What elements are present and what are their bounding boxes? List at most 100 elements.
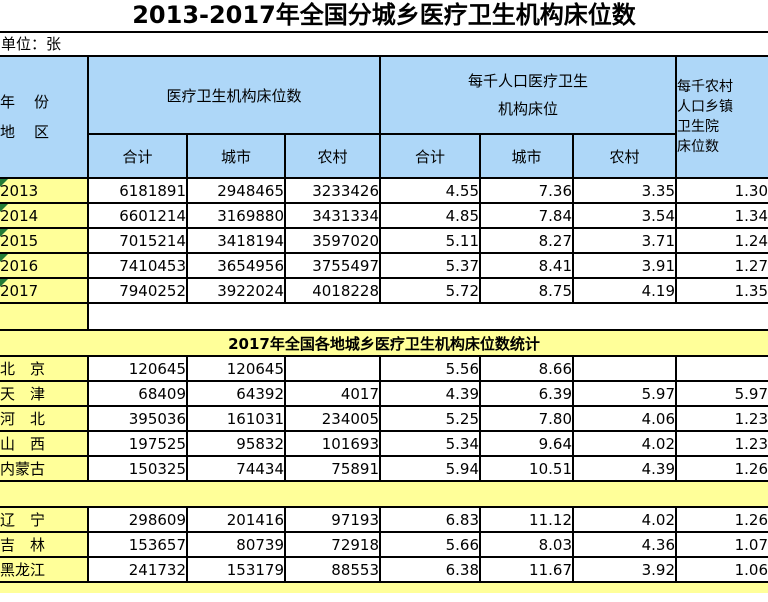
value-cell: 7940252 — [87, 277, 188, 304]
region-label: 天 津 — [0, 385, 46, 403]
value-cell: 11.12 — [479, 506, 574, 533]
value-cell: 7410453 — [87, 252, 188, 279]
value-cell: 5.25 — [379, 405, 481, 432]
value-cell: 298609 — [87, 506, 188, 533]
table-row-2016: 2016 7410453 3654956 3755497 5.37 8.41 3… — [0, 252, 768, 279]
gap-band — [0, 480, 768, 508]
group-header-institution-beds: 医疗卫生机构床位数 — [87, 55, 381, 135]
header-row-groups: 年 份 地 区 医疗卫生机构床位数 每千人口医疗卫生 机构床位 每千农村 人口乡… — [0, 55, 768, 179]
spacer-left-cell — [0, 302, 89, 331]
region-cell: 河 北 — [0, 405, 89, 432]
value-cell: 1.34 — [675, 202, 768, 229]
subcol-header-total-1: 合计 — [88, 133, 188, 179]
region-label: 吉 林 — [0, 536, 46, 554]
value-cell: 5.66 — [379, 531, 481, 558]
header-township-beds-per-1000-rural: 每千农村 人口乡镇 卫生院 床位数 — [675, 55, 768, 179]
year-label: 2013 — [0, 181, 39, 200]
value-cell: 5.11 — [379, 227, 481, 254]
subcol-header-urban-1: 城市 — [186, 133, 286, 179]
year-cell: 2017 — [0, 277, 89, 304]
corner-header-line1: 年 份 — [0, 93, 52, 111]
value-cell: 395036 — [87, 405, 188, 432]
value-cell: 7.36 — [479, 177, 574, 204]
title-divider — [0, 31, 768, 33]
subcol-header-urban-2: 城市 — [479, 133, 574, 179]
value-cell: 75891 — [284, 455, 381, 482]
section-title-row: 2017年全国各地城乡医疗卫生机构床位数统计 — [0, 329, 768, 357]
value-cell: 3.92 — [572, 556, 677, 583]
table-row-2014: 2014 6601214 3169880 3431334 4.85 7.84 3… — [0, 202, 768, 229]
region-cell: 黑龙江 — [0, 556, 89, 583]
value-cell: 4.85 — [379, 202, 481, 229]
value-cell: 4.39 — [572, 455, 677, 482]
region-label: 河 北 — [0, 410, 46, 428]
value-cell: 1.23 — [675, 430, 768, 457]
value-cell: 3418194 — [186, 227, 286, 254]
value-cell: 197525 — [87, 430, 188, 457]
table-row-hebei: 河 北 395036 161031 234005 5.25 7.80 4.06 … — [0, 405, 768, 432]
value-cell: 8.75 — [479, 277, 574, 304]
value-cell: 3431334 — [284, 202, 381, 229]
green-corner-marker-icon — [0, 255, 8, 262]
value-cell: 3.91 — [572, 252, 677, 279]
value-cell — [675, 355, 768, 382]
year-label: 2017 — [0, 281, 39, 300]
table-row-tianjin: 天 津 68409 64392 4017 4.39 6.39 5.97 5.97 — [0, 380, 768, 407]
subcol-header-rural-2: 农村 — [572, 133, 676, 179]
value-cell: 72918 — [284, 531, 381, 558]
value-cell: 1.07 — [675, 531, 768, 558]
page-title: 2013-2017年全国分城乡医疗卫生机构床位数 — [132, 1, 636, 29]
value-cell: 2948465 — [186, 177, 286, 204]
value-cell: 5.72 — [379, 277, 481, 304]
beds-statistics-table: 年 份 地 区 医疗卫生机构床位数 每千人口医疗卫生 机构床位 每千农村 人口乡… — [0, 55, 768, 583]
region-cell: 吉 林 — [0, 531, 89, 558]
value-cell: 3169880 — [186, 202, 286, 229]
region-cell: 辽 宁 — [0, 506, 89, 533]
green-corner-marker-icon — [0, 280, 8, 287]
value-cell: 5.37 — [379, 252, 481, 279]
value-cell: 3654956 — [186, 252, 286, 279]
table-row-beijing: 北 京 120645 120645 5.56 8.66 — [0, 355, 768, 382]
subcol-header-rural-1: 农村 — [284, 133, 381, 179]
value-cell: 3755497 — [284, 252, 381, 279]
value-cell: 1.23 — [675, 405, 768, 432]
value-cell: 3597020 — [284, 227, 381, 254]
value-cell: 5.56 — [379, 355, 481, 382]
year-cell: 2015 — [0, 227, 89, 254]
corner-header-cell: 年 份 地 区 — [0, 55, 89, 179]
value-cell: 95832 — [186, 430, 286, 457]
green-corner-marker-icon — [0, 230, 8, 237]
value-cell: 1.26 — [675, 506, 768, 533]
value-cell: 68409 — [87, 380, 188, 407]
township-header-line2: 人口乡镇 — [677, 99, 733, 115]
value-cell: 161031 — [186, 405, 286, 432]
green-corner-marker-icon — [0, 205, 8, 212]
year-label: 2014 — [0, 206, 39, 225]
group-header-per1000-line2: 机构床位 — [497, 100, 558, 118]
township-header-line4: 床位数 — [677, 139, 719, 155]
table-row-2013: 2013 6181891 2948465 3233426 4.55 7.36 3… — [0, 177, 768, 204]
value-cell: 4.55 — [379, 177, 481, 204]
value-cell: 5.34 — [379, 430, 481, 457]
year-cell: 2013 — [0, 177, 89, 204]
value-cell — [572, 355, 677, 382]
year-cell: 2014 — [0, 202, 89, 229]
region-cell: 山 西 — [0, 430, 89, 457]
value-cell: 4.06 — [572, 405, 677, 432]
value-cell: 3.71 — [572, 227, 677, 254]
value-cell: 10.51 — [479, 455, 574, 482]
table-row-neimenggu: 内蒙古 150325 74434 75891 5.94 10.51 4.39 1… — [0, 455, 768, 482]
green-corner-marker-icon — [0, 180, 8, 187]
value-cell: 8.41 — [479, 252, 574, 279]
region-label: 黑龙江 — [0, 561, 46, 579]
value-cell: 7.84 — [479, 202, 574, 229]
value-cell: 80739 — [186, 531, 286, 558]
value-cell: 4017 — [284, 380, 381, 407]
table-row-2017: 2017 7940252 3922024 4018228 5.72 8.75 4… — [0, 277, 768, 304]
gap-row — [0, 480, 768, 508]
group-header-beds-per-1000: 每千人口医疗卫生 机构床位 — [379, 55, 677, 135]
value-cell: 4.39 — [379, 380, 481, 407]
value-cell: 1.24 — [675, 227, 768, 254]
value-cell: 234005 — [284, 405, 381, 432]
value-cell: 153657 — [87, 531, 188, 558]
